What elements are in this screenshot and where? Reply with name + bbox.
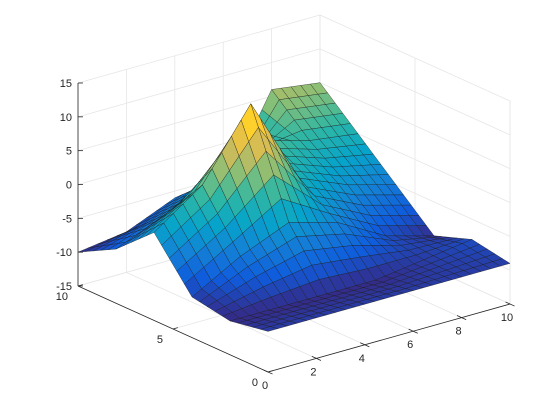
side-wall-grid-line-z <box>319 14 511 102</box>
x-tick-label: 6 <box>407 339 413 351</box>
side-wall-grid-line-z <box>319 82 511 170</box>
x-tick-mark <box>316 358 322 361</box>
y-tick-label: 5 <box>157 334 163 346</box>
x-tick-mark <box>360 342 365 346</box>
z-tick-label: -15 <box>56 281 72 293</box>
back-wall-grid-line-z <box>77 14 321 84</box>
back-wall-grid-line-z <box>77 48 321 118</box>
z-tick-label: 10 <box>60 112 72 124</box>
x-tick-label: 2 <box>310 366 316 378</box>
z-tick-label: 15 <box>60 78 72 90</box>
surface-mesh <box>77 82 511 332</box>
z-tick-label: -10 <box>56 247 72 259</box>
axes <box>77 82 515 375</box>
x-tick-mark <box>461 317 467 321</box>
x-tick-mark <box>311 355 317 359</box>
x-tick-label: 4 <box>359 353 365 365</box>
x-tick-mark <box>267 371 273 375</box>
z-tick-label: -5 <box>62 213 72 225</box>
x-tick-label: 0 <box>262 380 268 392</box>
x-tick-mark <box>413 330 418 334</box>
y-tick-label: 10 <box>56 291 68 303</box>
x-tick-label: 8 <box>456 326 462 338</box>
x-tick-mark <box>408 328 414 332</box>
z-tick-label: 5 <box>66 146 72 158</box>
x-tick-mark <box>505 301 511 305</box>
y-tick-mark <box>267 370 273 373</box>
x-tick-mark <box>456 315 462 318</box>
side-wall-grid-line-z <box>319 48 511 136</box>
x-tick-mark <box>364 344 370 348</box>
surface-facet <box>260 326 278 332</box>
x-tick-mark <box>263 369 269 373</box>
x-axis-line <box>267 303 511 373</box>
z-tick-label: 0 <box>66 180 72 192</box>
x-tick-label: 10 <box>501 312 513 324</box>
y-tick-label: 0 <box>252 377 258 389</box>
x-tick-mark <box>509 303 515 307</box>
y-tick-mark <box>172 327 178 330</box>
